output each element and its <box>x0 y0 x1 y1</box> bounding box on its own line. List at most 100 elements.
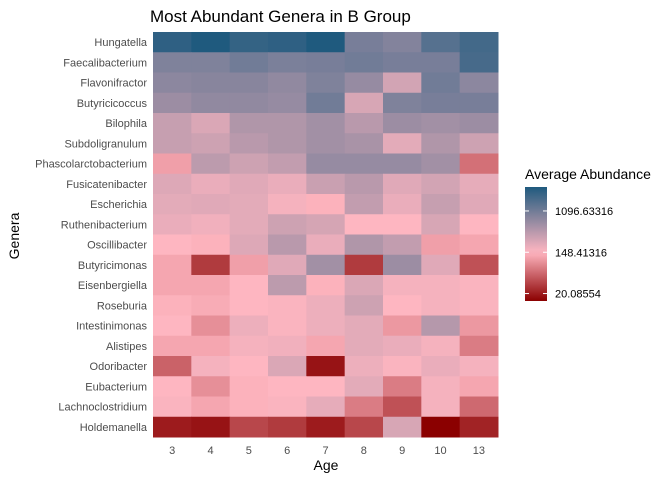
heatmap-cell <box>153 133 192 154</box>
y-tick-label: Subdoligranulum <box>64 138 147 150</box>
x-tick-label: 6 <box>284 445 290 457</box>
heatmap-cell <box>459 416 499 438</box>
y-tick-label: Fusicatenibacter <box>66 179 147 191</box>
heatmap-cell <box>268 315 307 337</box>
heatmap-cell <box>268 32 307 53</box>
heatmap-cell <box>306 113 346 134</box>
heatmap-cell <box>306 356 346 377</box>
heatmap-cell <box>344 335 384 357</box>
heatmap-cell <box>383 214 422 235</box>
heatmap-cell <box>421 194 461 215</box>
heatmap-cell <box>306 234 346 256</box>
heatmap-cell <box>344 376 384 397</box>
legend-color-bar <box>525 187 547 301</box>
heatmap-cell <box>153 153 192 175</box>
heatmap-cell <box>306 275 346 296</box>
heatmap-cell <box>268 275 307 296</box>
heatmap-cell <box>344 295 384 316</box>
y-tick-label: Eubacterium <box>85 381 147 393</box>
x-axis-title: Age <box>314 457 339 473</box>
legend-break-label: 148.41316 <box>555 247 607 259</box>
heatmap-cell <box>383 234 422 256</box>
heatmap-cell <box>229 173 269 195</box>
x-axis-tick-labels: 3 4 5 6 7 8 9 10 13 <box>169 445 485 457</box>
heatmap-cell <box>383 153 422 175</box>
heatmap-cell <box>268 113 307 134</box>
heatmap-cell <box>268 52 307 73</box>
heatmap-cell <box>459 254 499 276</box>
heatmap-cell <box>421 72 461 94</box>
heatmap-cell <box>153 32 192 53</box>
heatmap-cell <box>268 295 307 316</box>
heatmap-cell <box>421 335 461 357</box>
heatmap-cell <box>344 72 384 94</box>
heatmap-cell <box>306 32 346 53</box>
heatmap-cell <box>459 396 499 418</box>
heatmap-cell <box>306 295 346 316</box>
heatmap-cell <box>153 335 192 357</box>
heatmap-cell <box>344 254 384 276</box>
heatmap-cell <box>306 153 346 175</box>
heatmap-cell <box>268 396 307 418</box>
heatmap-cell <box>421 275 461 296</box>
heatmap-cell <box>459 356 499 377</box>
heatmap-cell <box>344 194 384 215</box>
legend-title: Average Abundance <box>525 166 651 182</box>
heatmap-cell <box>306 335 346 357</box>
heatmap-cell <box>306 133 346 154</box>
y-tick-label: Bilophila <box>105 118 147 130</box>
heatmap-cell <box>383 72 422 94</box>
heatmap-cell <box>421 133 461 154</box>
y-tick-label: Holdemanella <box>80 422 148 434</box>
heatmap-cell <box>421 234 461 256</box>
heatmap-cell <box>153 194 192 215</box>
heatmap-cell <box>306 194 346 215</box>
heatmap-cell <box>421 173 461 195</box>
heatmap-cell <box>153 52 192 73</box>
heatmap-cell <box>191 214 231 235</box>
y-tick-label: Escherichia <box>90 199 148 211</box>
heatmap-cell <box>383 416 422 438</box>
heatmap-cell <box>268 356 307 377</box>
heatmap-cell <box>229 194 269 215</box>
heatmap-cell <box>191 295 231 316</box>
heatmap-cell <box>383 113 422 134</box>
heatmap-cell <box>306 72 346 94</box>
y-tick-label: Eisenbergiella <box>78 280 148 292</box>
heatmap-cell <box>383 356 422 377</box>
x-tick-label: 10 <box>434 445 446 457</box>
heatmap-cell <box>421 52 461 73</box>
legend-break-label: 1096.63316 <box>555 206 613 218</box>
heatmap-cell <box>383 335 422 357</box>
heatmap-cell <box>153 92 192 114</box>
heatmap-cell <box>229 275 269 296</box>
heatmap-cell <box>383 315 422 337</box>
heatmap-cell <box>229 153 269 175</box>
heatmap-cell <box>459 173 499 195</box>
heatmap-cell <box>421 356 461 377</box>
heatmap-cell <box>229 214 269 235</box>
heatmap-cell <box>383 194 422 215</box>
heatmap-cell <box>268 72 307 94</box>
y-tick-label: Butyricicoccus <box>77 98 148 110</box>
heatmap-cell <box>268 214 307 235</box>
heatmap-cell <box>459 275 499 296</box>
heatmap-cell <box>344 275 384 296</box>
y-tick-label: Faecalibacterium <box>63 57 147 69</box>
heatmap-cell <box>191 254 231 276</box>
heatmap-cell <box>383 32 422 53</box>
heatmap-cell <box>459 92 499 114</box>
heatmap-cell <box>306 315 346 337</box>
heatmap-cell <box>229 234 269 256</box>
heatmap-cell <box>268 92 307 114</box>
heatmap-cell <box>344 92 384 114</box>
heatmap-cell <box>229 52 269 73</box>
heatmap-cell <box>383 396 422 418</box>
heatmap-cell <box>229 32 269 53</box>
y-tick-label: Lachnoclostridium <box>58 402 147 414</box>
heatmap-cell <box>229 113 269 134</box>
heatmap-cell <box>344 52 384 73</box>
heatmap-cell <box>153 376 192 397</box>
heatmap-cell <box>229 254 269 276</box>
